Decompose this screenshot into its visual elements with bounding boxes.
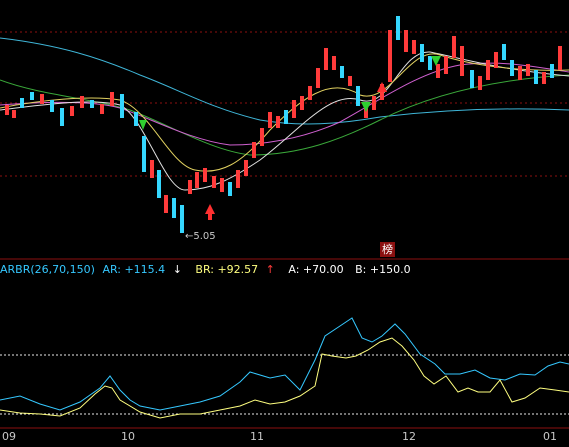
sell-signal-arrow — [361, 102, 371, 112]
indicator-legend: ARBR(26,70,150) AR: +115.4 ↓ BR: +92.57 … — [0, 262, 415, 278]
candles — [5, 16, 562, 233]
indicator-name[interactable]: ARBR(26,70,150) — [0, 263, 95, 276]
ar-value: AR: +115.4 — [102, 263, 166, 276]
date-label: 01 — [543, 430, 557, 443]
buy-signal-arrow-stem — [208, 214, 212, 220]
buy-signal-arrow — [205, 204, 215, 214]
arrow-up-icon: ↑ — [265, 263, 275, 276]
grid-lines — [0, 31, 569, 177]
ma-line-short — [0, 62, 569, 146]
ma-line-yellow — [0, 53, 569, 172]
sell-signal-arrow — [431, 56, 441, 66]
b-value: B: +150.0 — [355, 263, 411, 276]
ma-line-fast — [0, 51, 569, 191]
br-line — [0, 337, 569, 419]
br-value: BR: +92.57 — [195, 263, 259, 276]
ma-line-long — [0, 37, 569, 125]
date-label: 09 — [2, 430, 16, 443]
date-label: 12 — [402, 430, 416, 443]
rank-badge[interactable]: 榜 — [380, 242, 395, 257]
ar-line — [0, 317, 569, 411]
sell-signal-arrow — [139, 120, 147, 130]
arrow-down-icon: ↓ — [172, 263, 182, 276]
date-label: 11 — [250, 430, 264, 443]
a-value: A: +70.00 — [288, 263, 344, 276]
date-label: 10 — [121, 430, 135, 443]
low-price-marker: ←5.05 — [185, 231, 216, 242]
buy-signal-arrow — [377, 82, 387, 92]
